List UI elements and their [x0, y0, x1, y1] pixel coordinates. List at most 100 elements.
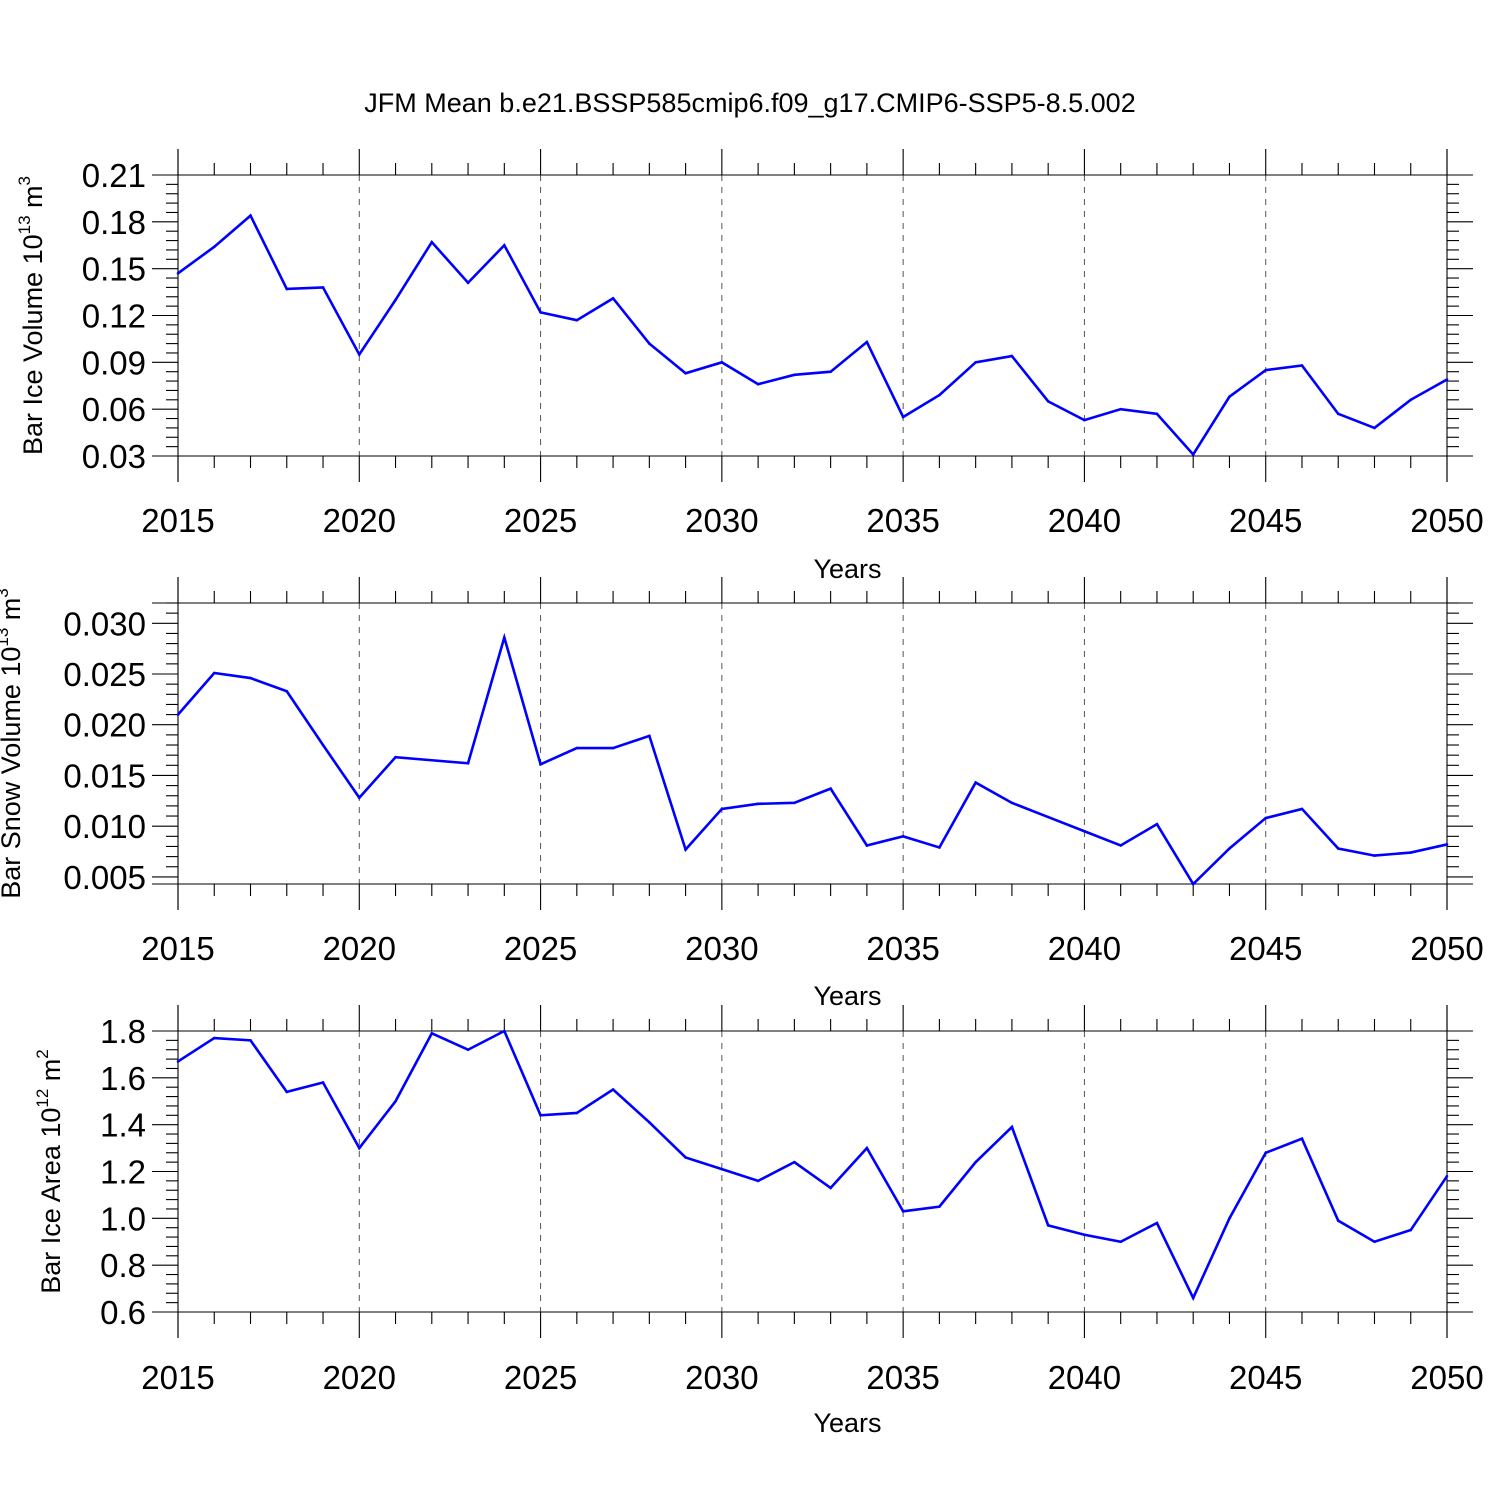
y-axis-title: Bar Ice Volume 1013 m3: [15, 176, 48, 455]
data-point: [720, 807, 724, 811]
y-tick-label: 1.8: [100, 1013, 146, 1050]
data-point: [756, 1179, 760, 1183]
data-point: [1336, 1219, 1340, 1222]
data-point: [901, 835, 905, 838]
x-tick-label: 2045: [1229, 502, 1302, 539]
data-point: [1083, 418, 1086, 422]
data-point: [1191, 882, 1195, 886]
y-tick-label: 0.12: [82, 298, 146, 335]
data-point: [720, 1167, 724, 1171]
data-point: [1228, 847, 1231, 850]
x-tick-label: 2050: [1410, 930, 1483, 967]
y-tick-label: 1.0: [100, 1200, 146, 1237]
data-point: [1046, 815, 1050, 819]
data-point: [648, 1121, 651, 1124]
x-tick-label: 2050: [1410, 502, 1483, 539]
data-point: [212, 245, 216, 249]
data-point: [176, 1060, 180, 1063]
data-point: [357, 1146, 361, 1150]
data-point: [503, 636, 506, 639]
y-tick-label: 0.15: [82, 251, 146, 288]
data-point: [829, 787, 832, 790]
data-point: [1445, 378, 1449, 381]
data-point: [394, 298, 397, 302]
y-axis-title-main: Bar Ice Volume 10: [18, 234, 48, 455]
data-point: [938, 393, 941, 397]
data-point: [865, 340, 869, 344]
y-axis-title-main: Bar Ice Area 10: [36, 1108, 66, 1294]
data-point: [1119, 1240, 1122, 1244]
data-point: [394, 755, 397, 759]
x-tick-label: 2050: [1410, 1359, 1483, 1396]
y-tick-label: 0.8: [100, 1247, 146, 1284]
data-point: [1010, 801, 1014, 805]
data-point: [575, 318, 579, 322]
data-point: [938, 846, 941, 849]
data-point: [285, 287, 289, 291]
data-point: [1010, 354, 1014, 358]
data-point: [176, 713, 180, 716]
data-point: [466, 281, 470, 285]
panels: 2015 2020 2025 2030 2035 2040 2045 2050 0.03 0.06…: [0, 149, 1484, 1438]
data-point: [756, 802, 760, 806]
x-tick-label: 2045: [1229, 930, 1302, 967]
x-tick-label: 2015: [141, 1359, 214, 1396]
x-tick-label: 2025: [504, 1359, 577, 1396]
y-axis-title: Bar Snow Volume 1013 m3: [0, 588, 26, 899]
data-point: [684, 1156, 687, 1159]
data-point: [974, 1160, 977, 1164]
y-axis-title-exponent: 12: [33, 1089, 52, 1108]
y-axis-title-unit: m: [18, 185, 48, 215]
data-point: [611, 746, 615, 750]
data-point: [1264, 368, 1268, 372]
data-point: [394, 1099, 397, 1103]
y-tick-label: 1.4: [100, 1107, 146, 1144]
data-point: [720, 361, 724, 364]
data-point: [793, 1160, 796, 1164]
series-line-bar-ice-area: [177, 1029, 1449, 1302]
data-point: [901, 1210, 905, 1213]
y-axis-title-unit: m: [36, 1059, 66, 1089]
data-point: [357, 796, 361, 800]
data-point: [611, 1088, 615, 1091]
data-point: [974, 781, 977, 784]
x-tick-label: 2015: [141, 502, 214, 539]
x-tick-label: 2035: [866, 502, 939, 539]
y-tick-label: 0.03: [82, 438, 146, 475]
data-point: [575, 1111, 579, 1115]
data-point: [539, 1114, 542, 1117]
y-tick-label: 0.005: [63, 859, 146, 896]
data-point: [1046, 1224, 1050, 1227]
data-point: [938, 1205, 941, 1208]
data-point: [1409, 398, 1413, 402]
x-tick-label: 2030: [685, 502, 758, 539]
y-tick-label: 0.010: [63, 808, 146, 845]
y-tick-label: 0.015: [63, 757, 146, 794]
y-axis-title-unit-exponent: 3: [15, 176, 34, 185]
y-axis-title: Bar Ice Area 1012 m2: [33, 1049, 66, 1294]
data-point: [611, 297, 615, 300]
x-tick-label: 2015: [141, 930, 214, 967]
series-line-bar-snow-volume: [177, 632, 1448, 887]
data-point: [901, 415, 905, 419]
data-point: [539, 311, 542, 314]
data-point: [1119, 844, 1122, 847]
x-tick-label: 2045: [1229, 1359, 1302, 1396]
y-axis-title-unit-exponent: 3: [0, 588, 12, 597]
data-point: [1191, 453, 1195, 456]
data-point: [1083, 1233, 1086, 1237]
y-tick-label: 1.2: [100, 1154, 146, 1191]
data-point: [1336, 847, 1340, 850]
data-point: [321, 286, 325, 289]
x-tick-label: 2035: [866, 930, 939, 967]
series-line-bar-ice-volume: [177, 213, 1448, 457]
data-point: [466, 761, 470, 765]
x-tick-label: 2030: [685, 1359, 758, 1396]
data-point: [1300, 1137, 1304, 1141]
data-point: [1083, 829, 1086, 833]
data-point: [321, 1081, 325, 1084]
data-point: [1191, 1296, 1195, 1300]
data-point: [249, 676, 252, 680]
y-axis-title-unit-exponent: 2: [33, 1049, 52, 1058]
